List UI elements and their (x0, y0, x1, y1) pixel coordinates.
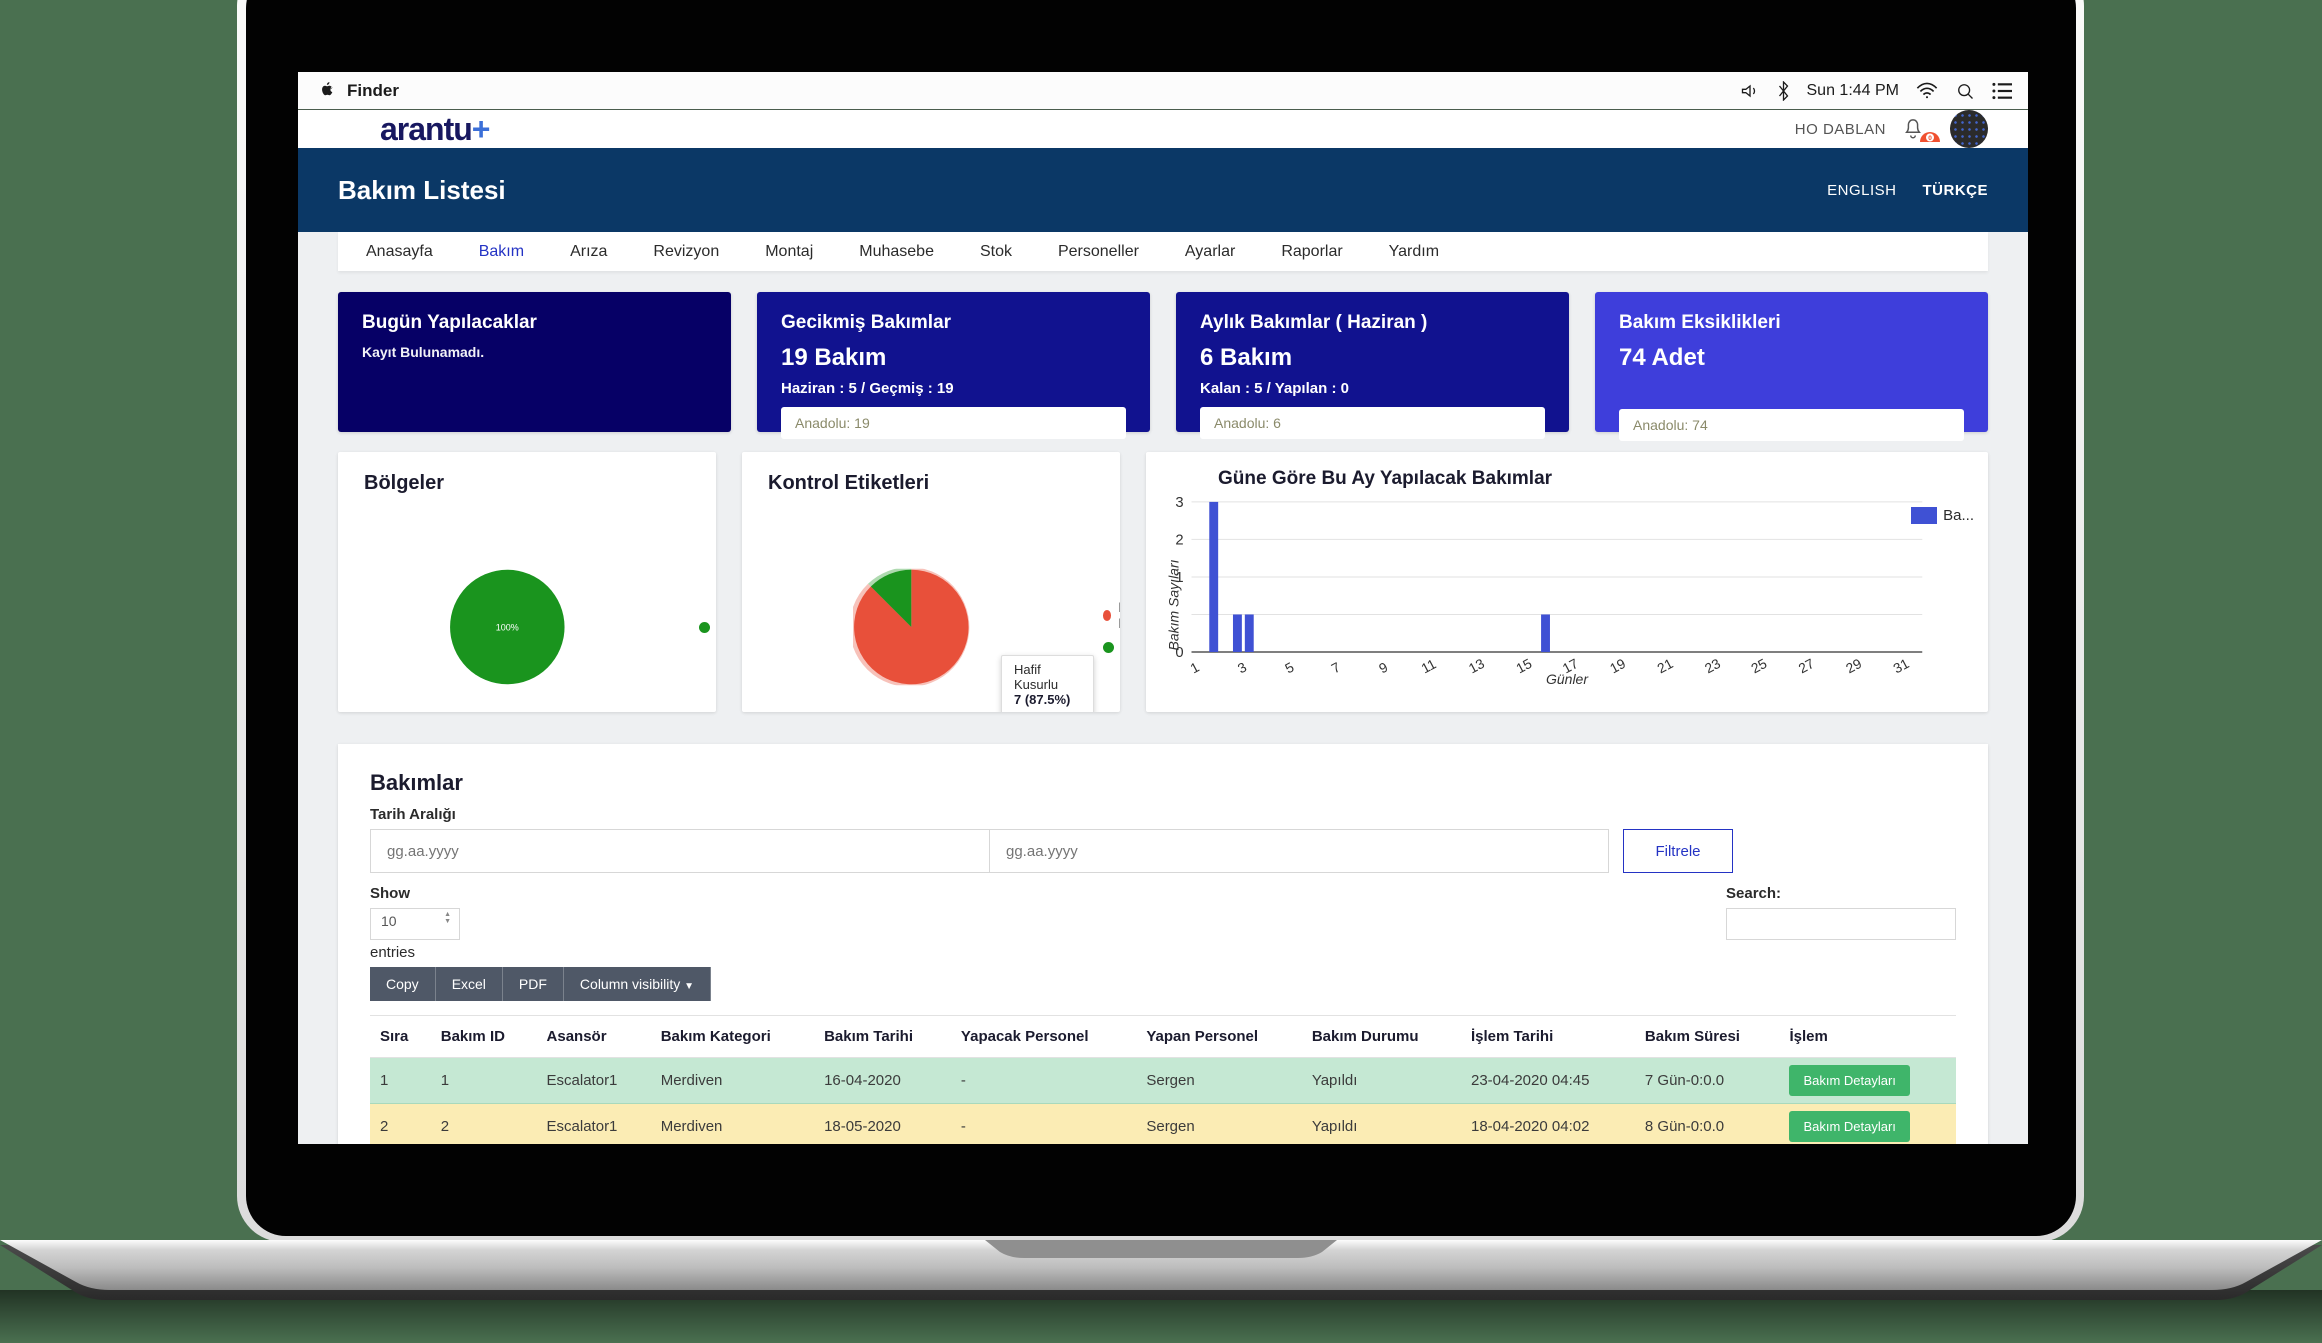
svg-text:100%: 100% (496, 623, 519, 633)
svg-text:0: 0 (1928, 135, 1932, 142)
svg-text:3: 3 (1175, 495, 1183, 511)
svg-text:2: 2 (1175, 532, 1183, 548)
